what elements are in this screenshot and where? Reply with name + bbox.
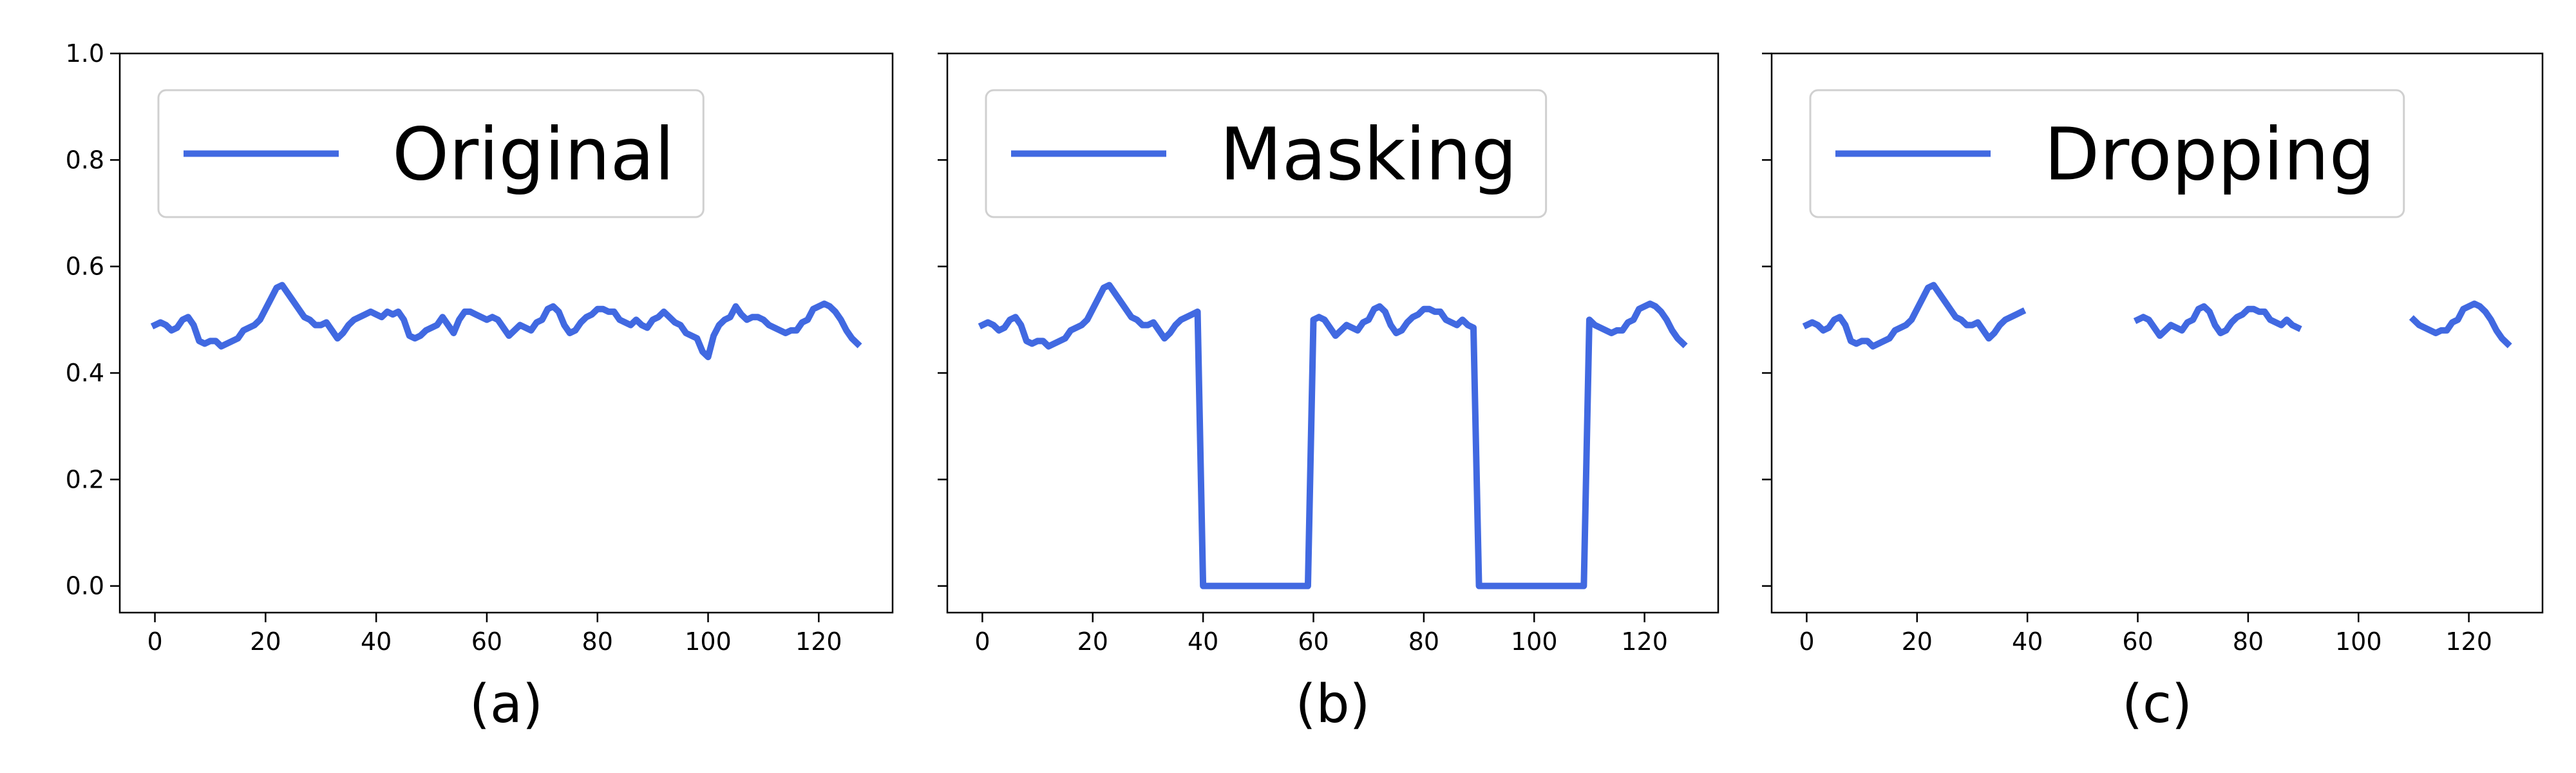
x-tick-label: 60 bbox=[471, 627, 502, 656]
x-tick-label: 100 bbox=[685, 627, 732, 656]
y-tick-label: 0.0 bbox=[66, 572, 104, 600]
data-line bbox=[1802, 282, 2512, 350]
x-tick-label: 120 bbox=[1621, 627, 1668, 656]
x-axis-label: (a) bbox=[469, 674, 543, 735]
y-tick-label: 0.2 bbox=[66, 465, 104, 493]
x-tick-label: 60 bbox=[1298, 627, 1329, 656]
legend: Dropping bbox=[1809, 89, 2405, 218]
legend-label: Dropping bbox=[2044, 113, 2375, 197]
x-tick-label: 120 bbox=[795, 627, 842, 656]
legend: Masking bbox=[985, 89, 1548, 218]
x-tick-label: 20 bbox=[250, 627, 281, 656]
data-line bbox=[978, 282, 1688, 589]
x-tick-label: 40 bbox=[1188, 627, 1218, 656]
x-tick-label: 40 bbox=[2012, 627, 2043, 656]
x-tick-label: 100 bbox=[2335, 627, 2382, 656]
x-axis-label: (c) bbox=[2122, 674, 2192, 735]
legend-frame bbox=[1809, 89, 2405, 218]
legend: Original bbox=[157, 89, 705, 218]
y-tick-label: 0.6 bbox=[66, 253, 104, 281]
axes-frame bbox=[946, 52, 1719, 614]
x-tick-label: 20 bbox=[1077, 627, 1108, 656]
x-tick-label: 40 bbox=[361, 627, 392, 656]
legend-frame bbox=[985, 89, 1548, 218]
x-tick-label: 0 bbox=[1799, 627, 1814, 656]
y-tick-label: 0.8 bbox=[66, 146, 104, 174]
x-tick-label: 0 bbox=[147, 627, 162, 656]
legend-label: Masking bbox=[1220, 113, 1517, 197]
legend-label: Original bbox=[392, 113, 674, 197]
x-tick-label: 100 bbox=[1511, 627, 1558, 656]
axes-frame bbox=[118, 52, 894, 614]
x-axis-label: (b) bbox=[1295, 674, 1370, 735]
y-tick-label: 0.4 bbox=[66, 359, 104, 387]
x-tick-label: 20 bbox=[1902, 627, 1933, 656]
x-tick-label: 120 bbox=[2445, 627, 2492, 656]
data-line bbox=[150, 282, 862, 361]
x-tick-label: 80 bbox=[582, 627, 613, 656]
x-tick-label: 60 bbox=[2122, 627, 2153, 656]
x-tick-label: 80 bbox=[2233, 627, 2264, 656]
legend-frame bbox=[157, 89, 705, 218]
x-tick-label: 80 bbox=[1408, 627, 1439, 656]
x-tick-label: 0 bbox=[974, 627, 990, 656]
y-tick-label: 1.0 bbox=[66, 39, 104, 68]
axes-frame bbox=[1770, 52, 2544, 614]
